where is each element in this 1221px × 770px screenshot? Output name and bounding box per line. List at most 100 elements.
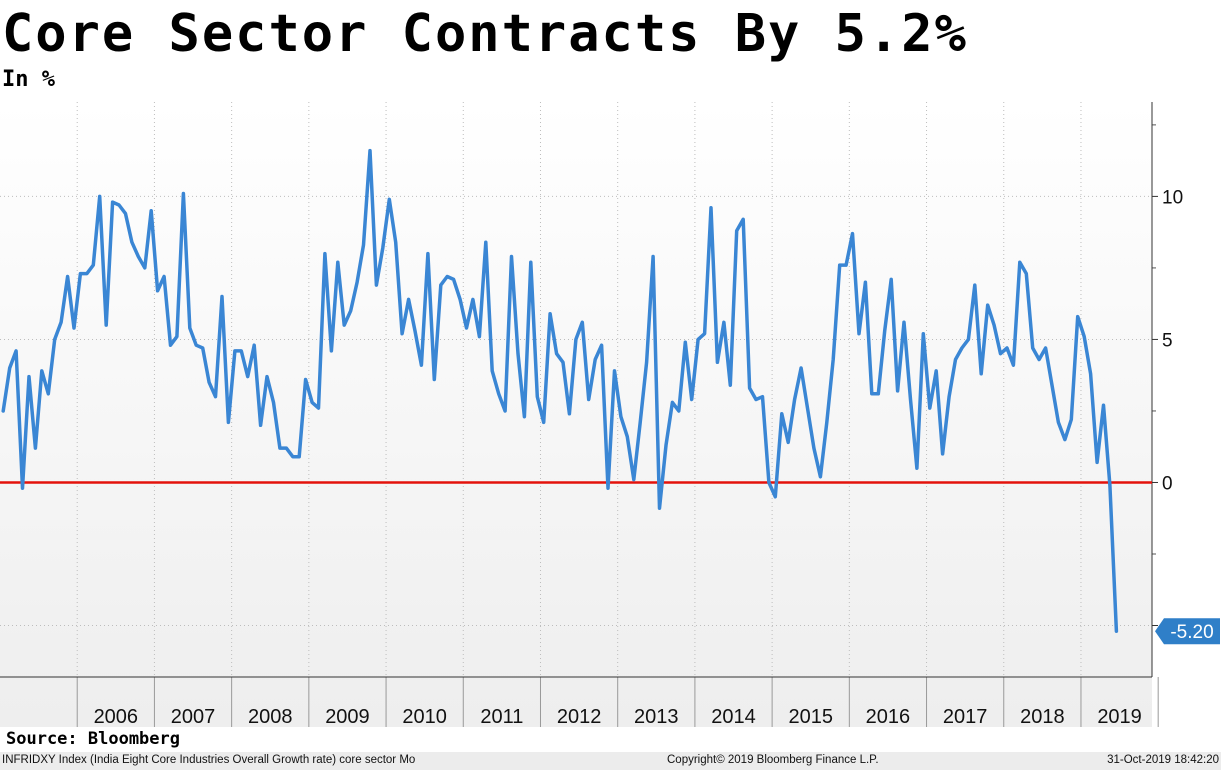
x-tick-label-2014: 2014 [711,706,756,728]
data-point [497,392,500,395]
data-point [665,444,668,447]
data-point [66,275,69,278]
data-point [1031,347,1034,350]
data-point [471,298,474,301]
data-point [523,415,526,418]
y-tick-label-10: 10 [1162,187,1183,208]
data-point [819,475,822,478]
data-point [748,387,751,390]
data-point [118,204,121,207]
data-point [967,338,970,341]
data-point [993,324,996,327]
x-tick-label-2017: 2017 [943,706,988,728]
series-line [1,148,1119,633]
data-point [253,344,256,347]
x-tick-label-2007: 2007 [171,706,216,728]
data-point [336,261,339,264]
data-point [729,384,732,387]
data-point [690,398,693,401]
data-point [465,327,468,330]
data-point [285,447,288,450]
data-point [954,358,957,361]
data-point [195,344,198,347]
data-point [478,335,481,338]
data-point [697,338,700,341]
data-point [21,487,24,490]
data-point [800,367,803,370]
data-point [536,395,539,398]
data-point [613,369,616,372]
data-point [838,264,841,267]
data-point [710,206,713,209]
y-tick-label-0: 0 [1162,473,1173,494]
data-point [1083,335,1086,338]
data-point [890,278,893,281]
data-point [240,349,243,352]
data-point [163,275,166,278]
data-point [960,347,963,350]
data-point [362,244,365,247]
data-point [47,392,50,395]
data-point [259,424,262,427]
data-point [574,338,577,341]
data-point [742,218,745,221]
data-point [266,375,269,378]
data-point [812,447,815,450]
data-point [806,407,809,410]
data-point [330,349,333,352]
data-point [34,447,37,450]
data-point [549,312,552,315]
data-point [53,338,56,341]
data-point [420,364,423,367]
data-point [130,241,133,244]
x-tick-label-2016: 2016 [866,706,911,728]
data-point [401,332,404,335]
data-point [607,487,610,490]
data-point [928,407,931,410]
data-point [915,467,918,470]
data-point [864,281,867,284]
data-point [298,455,301,458]
x-tick-label-2010: 2010 [402,706,447,728]
data-point [555,352,558,355]
x-axis-labels: 2006 2007 2008 2009 2010 2011 2012 2013 2014 2015… [94,706,1142,728]
data-point [1102,404,1105,407]
data-point [98,195,101,198]
data-point [452,278,455,281]
data-point [60,321,63,324]
data-point [143,266,146,269]
data-point [291,455,294,458]
data-point [15,349,18,352]
data-point [774,495,777,498]
data-point [903,321,906,324]
data-point [973,284,976,287]
data-point [568,412,571,415]
data-point [323,252,326,255]
data-point [484,241,487,244]
last-value-text: -5.20 [1170,622,1213,643]
data-point [375,284,378,287]
data-point [755,398,758,401]
x-tick-label-2019: 2019 [1097,706,1142,728]
data-point [105,324,108,327]
data-point [407,298,410,301]
data-point [1057,421,1060,424]
x-tick-label-2015: 2015 [788,706,833,728]
data-point [272,401,275,404]
data-point [980,372,983,375]
data-point [1012,364,1015,367]
data-point [562,361,565,364]
data-point [1006,347,1009,350]
x-tick-label-2013: 2013 [634,706,679,728]
data-point [1115,630,1118,633]
data-point [1089,372,1092,375]
data-point [40,369,43,372]
data-point [175,335,178,338]
x-tick-label-2008: 2008 [248,706,293,728]
data-point [767,481,770,484]
data-point [304,378,307,381]
data-point [311,401,314,404]
data-point [761,395,764,398]
data-point [780,412,783,415]
